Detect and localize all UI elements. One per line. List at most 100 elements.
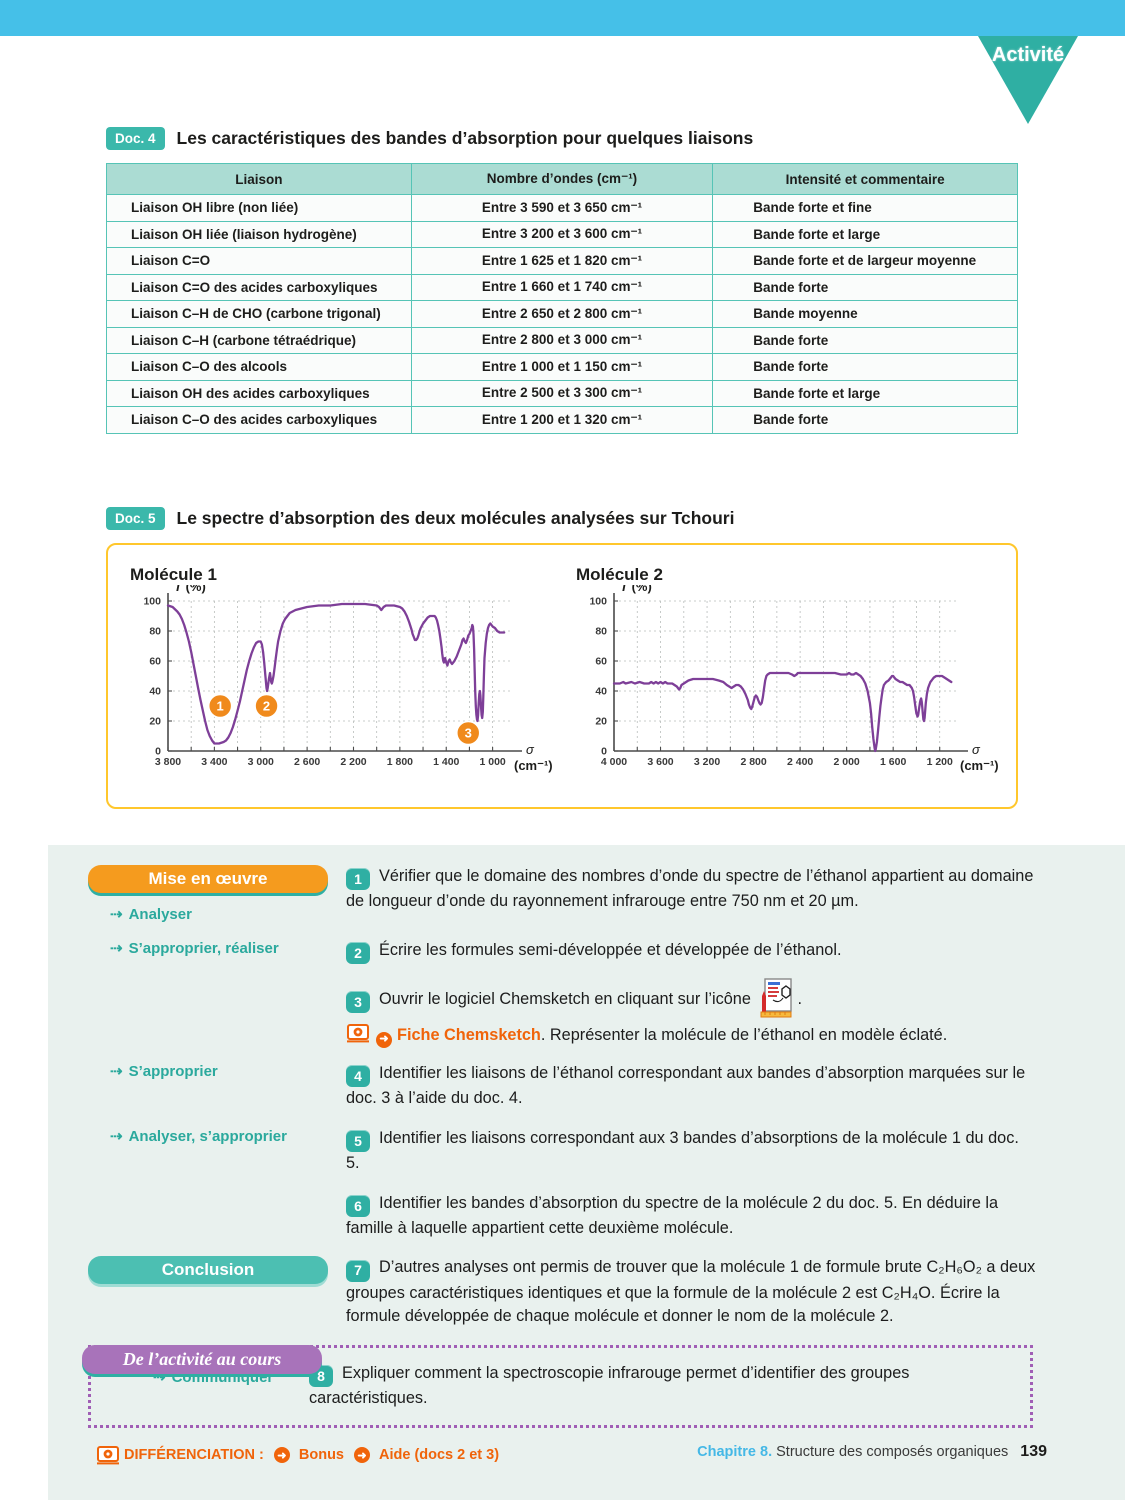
arrow-circle-icon: ➜ [376,1032,392,1049]
cell-nombre: Entre 1 200 et 1 320 cm⁻¹ [410,406,714,434]
task-row-4: ⇢ S’approprier 4 Identifier les liaisons d… [88,1062,1038,1111]
cell-liaison: Liaison C=O des acides carboxyliques [106,273,412,301]
svg-text:2: 2 [263,699,270,714]
svg-text:4 000: 4 000 [601,756,627,768]
cell-nombre: Entre 3 590 et 3 650 cm⁻¹ [410,194,714,222]
dashed-arrow-icon: ⇢ [110,1127,123,1145]
svg-text:100: 100 [143,596,161,608]
spectrum-panel-molecule-2: Molécule 2 4 000 3 600 3 200 2 800 2 400 2 00… [564,555,1010,807]
task-number-badge: 5 [346,1130,370,1153]
bonus-link[interactable]: Bonus [298,1447,344,1464]
svg-text:20: 20 [149,716,161,728]
cell-liaison: Liaison OH liée (liaison hydrogène) [106,220,412,248]
spectra-box: Molécule 1 3 800 3 400 3 000 2 600 2 200 1 80… [106,543,1018,809]
cell-intensite: Bande forte [712,326,1018,354]
svg-text:1 600: 1 600 [880,756,906,768]
svg-text:3 400: 3 400 [201,756,227,768]
table-row: Liaison C–H (carbone tétraédrique) Entre … [106,326,1018,354]
task-row-3: 3 Ouvrir le logiciel Chemsketch en cliqua… [88,978,1038,1049]
task-text: Identifier les liaisons correspondant au… [346,1128,1019,1173]
dashed-arrow-icon: ⇢ [110,1063,123,1081]
table-row: Liaison OH libre (non liée) Entre 3 590 e… [106,194,1018,222]
task-text: Ouvrir le logiciel Chemsketch en cliquan… [379,990,751,1009]
cell-intensite: Bande forte [712,273,1018,301]
svg-text:3 600: 3 600 [647,756,673,768]
task-number-badge: 3 [346,991,370,1014]
page-footer: Chapitre 8. Structure des composés organ… [697,1443,1047,1461]
svg-text:1 400: 1 400 [433,756,459,768]
table-row: Liaison OH liée (liaison hydrogène) Entre… [106,220,1018,248]
cell-intensite: Bande forte et large [712,379,1018,407]
task-row-7: Conclusion 7 D’autres analyses ont permis… [88,1256,1038,1328]
svg-text:40: 40 [149,686,161,698]
differenciation-line: DIFFÉRENCIATION : ➜ Bonus ➜ Aide (docs 2… [88,1445,1038,1465]
task-row-1: Mise en œuvre ⇢ Analyser 1 Vérifier que le… [88,865,1038,923]
cell-nombre: Entre 1 000 et 1 150 cm⁻¹ [410,353,714,381]
svg-text:(cm⁻¹): (cm⁻¹) [960,758,999,773]
svg-text:3 800: 3 800 [155,756,181,768]
task-number-badge: 4 [346,1065,370,1088]
svg-text:3 200: 3 200 [694,756,720,768]
svg-text:80: 80 [149,626,161,638]
band-marker: 2 [254,693,279,719]
task-number-badge: 2 [346,942,370,965]
doc4-header: Doc. 4 Les caractéristiques des bandes d… [106,127,753,150]
activity-section: Mise en œuvre ⇢ Analyser 1 Vérifier que le… [48,845,1125,1500]
cell-liaison: Liaison C–O des acides carboxyliques [106,406,412,434]
spectrum-title: Molécule 2 [576,565,663,584]
dashed-arrow-icon: ⇢ [110,940,123,957]
cell-intensite: Bande forte et fine [712,194,1018,222]
cell-liaison: Liaison C=O [106,247,412,275]
task-text: . Représenter la molécule de l’éthanol e… [540,1026,948,1045]
table-header-row: Liaison Nombre d’ondes (cm⁻¹) Intensité … [106,163,1018,195]
band-marker: 3 [455,720,481,746]
svg-text:1: 1 [217,699,224,714]
col-header-nombre-ondes: Nombre d’ondes (cm⁻¹) [410,163,714,195]
table-row: Liaison C=O Entre 1 625 et 1 820 cm⁻¹ Band… [106,247,1018,275]
page-number: 139 [1020,1443,1047,1460]
svg-text:0: 0 [155,746,161,758]
activite-au-cours-block: De l’activité au cours ⇢ Communiquer 8 Exp… [82,1344,1033,1428]
svg-text:T (%): T (%) [620,585,652,594]
svg-text:2 800: 2 800 [740,756,766,768]
activity-ribbon: Activité [978,36,1078,124]
aide-link[interactable]: Aide (docs 2 et 3) [379,1447,500,1464]
doc4-title: Les caractéristiques des bandes d’absorp… [176,128,754,148]
cell-nombre: Entre 3 200 et 3 600 cm⁻¹ [410,220,714,248]
spectrum-panel-molecule-1: Molécule 1 3 800 3 400 3 000 2 600 2 200 1 80… [118,555,564,807]
spectrum-title: Molécule 1 [130,565,217,584]
task-number-badge: 1 [346,868,370,891]
svg-text:20: 20 [595,716,607,728]
mise-en-oeuvre-badge: Mise en œuvre [88,865,328,893]
cell-liaison: Liaison OH des acides carboxyliques [106,379,412,407]
chemsketch-app-icon[interactable] [759,978,793,1018]
arrow-circle-icon: ➜ [273,1447,290,1464]
svg-text:2 000: 2 000 [834,756,860,768]
doc5-badge: Doc. 5 [106,507,165,530]
table-row: Liaison C–H de CHO (carbone trigonal) Ent… [106,300,1018,328]
cell-nombre: Entre 2 500 et 3 300 cm⁻¹ [410,379,714,407]
svg-text:(cm⁻¹): (cm⁻¹) [514,758,553,773]
cell-nombre: Entre 1 660 et 1 740 cm⁻¹ [410,273,714,301]
cell-liaison: Liaison C–H (carbone tétraédrique) [106,326,412,354]
task-text: Identifier les bandes d’absorption du sp… [346,1193,999,1237]
table-row: Liaison C–O des acides carboxyliques Entr… [106,406,1018,434]
table-row: Liaison C–O des alcools Entre 1 000 et 1 … [106,353,1018,381]
camera-icon [97,1445,119,1465]
task-number-badge: 6 [346,1194,370,1217]
camera-icon [347,1024,369,1043]
table-row: Liaison OH des acides carboxyliques Entre… [106,379,1018,407]
col-header-liaison: Liaison [106,163,412,195]
svg-text:3 000: 3 000 [248,756,274,768]
fiche-chemsketch-link[interactable]: Fiche Chemsketch [397,1026,541,1045]
svg-text:2 400: 2 400 [787,756,813,768]
task-text: Expliquer comment la spectroscopie infra… [309,1363,910,1408]
cell-intensite: Bande forte [712,406,1018,434]
task-text: Identifier les liaisons de l’éthanol cor… [346,1064,1026,1108]
dashed-arrow-icon: ⇢ [110,906,123,923]
absorption-bands-table: Liaison Nombre d’ondes (cm⁻¹) Intensité … [106,163,1018,434]
svg-text:1 800: 1 800 [387,756,413,768]
task-text: Écrire les formules semi-développée et d… [379,941,842,959]
cell-intensite: Bande forte [712,353,1018,381]
band-marker: 1 [207,693,233,719]
